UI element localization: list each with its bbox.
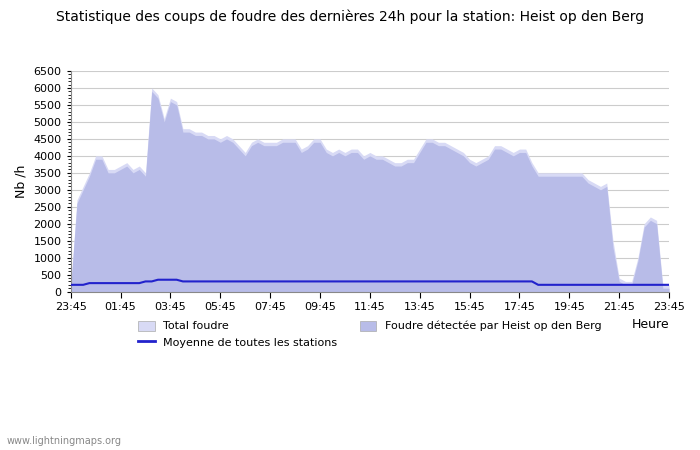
Text: Statistique des coups de foudre des dernières 24h pour la station: Heist op den : Statistique des coups de foudre des dern… [56,9,644,23]
Y-axis label: Nb /h: Nb /h [15,165,28,198]
Text: www.lightningmaps.org: www.lightningmaps.org [7,436,122,446]
Text: Heure: Heure [631,318,669,331]
Legend: Total foudre, Moyenne de toutes les stations, Foudre détectée par Heist op den B: Total foudre, Moyenne de toutes les stat… [134,316,606,352]
